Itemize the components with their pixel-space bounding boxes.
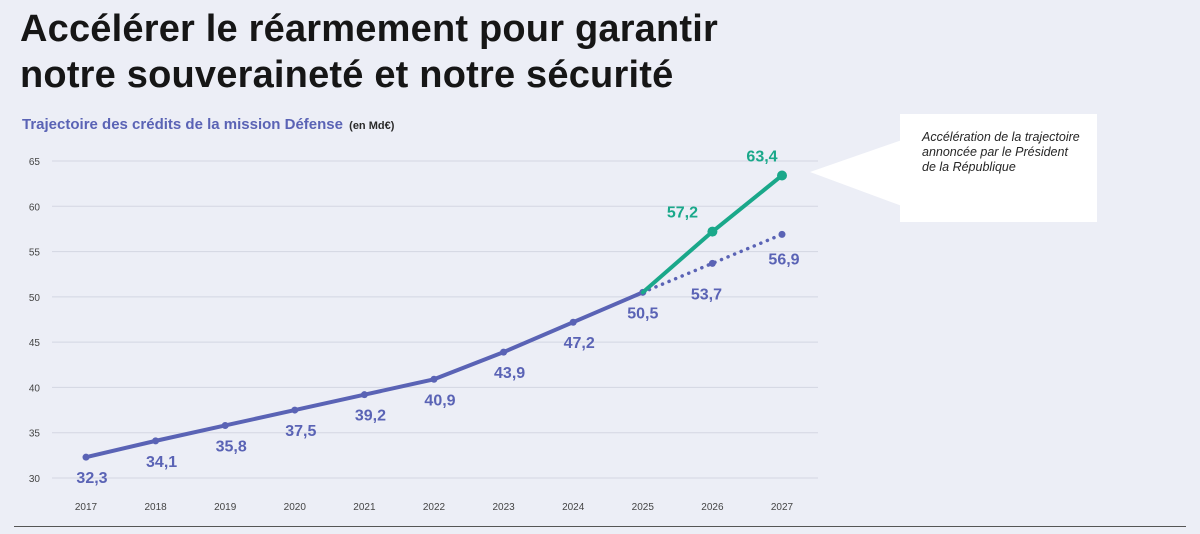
data-point-base <box>221 421 229 429</box>
annotation-text: Accélération de la trajectoire annoncée … <box>922 130 1080 174</box>
annotation-callout: Accélération de la trajectoire annoncée … <box>900 114 1097 222</box>
y-tick-label: 65 <box>29 157 41 168</box>
x-tick-label: 2018 <box>144 502 167 513</box>
data-point-base <box>82 453 90 461</box>
y-tick-label: 30 <box>29 474 41 485</box>
page-title: Accélérer le réarmement pour garantir no… <box>20 6 718 98</box>
x-tick-label: 2024 <box>562 502 585 513</box>
data-point-base <box>430 375 438 383</box>
bottom-divider <box>14 526 1186 527</box>
y-tick-label: 35 <box>29 429 41 440</box>
title-line-2: notre souveraineté et notre sécurité <box>20 54 674 96</box>
data-point-base <box>291 406 299 414</box>
x-tick-label: 2017 <box>75 502 98 513</box>
data-label-base: 34,1 <box>146 454 177 471</box>
data-point-accelerated <box>707 226 718 237</box>
data-label-base: 50,5 <box>627 305 658 322</box>
data-label-accelerated: 63,4 <box>746 148 777 165</box>
data-point-base <box>360 391 368 399</box>
data-label-previous-trajectory: 53,7 <box>691 286 722 303</box>
y-tick-label: 40 <box>29 383 41 394</box>
x-tick-label: 2020 <box>284 502 307 513</box>
data-label-base: 43,9 <box>494 365 525 382</box>
data-label-base: 47,2 <box>564 335 595 352</box>
data-point-base <box>569 318 577 326</box>
x-tick-label: 2021 <box>353 502 376 513</box>
data-label-base: 37,5 <box>285 423 316 440</box>
data-point-accelerated <box>777 170 787 181</box>
data-label-accelerated: 57,2 <box>667 205 698 222</box>
data-label-base: 35,8 <box>216 438 247 455</box>
x-tick-label: 2027 <box>771 502 794 513</box>
data-point-base <box>500 348 508 356</box>
x-tick-label: 2022 <box>423 502 446 513</box>
data-label-base: 32,3 <box>76 470 107 487</box>
data-label-base: 40,9 <box>424 392 455 409</box>
y-tick-label: 50 <box>29 293 41 304</box>
y-tick-label: 60 <box>29 202 41 213</box>
data-label-base: 39,2 <box>355 408 386 425</box>
callout-pointer <box>810 140 902 206</box>
data-label-previous-trajectory: 56,9 <box>768 251 799 268</box>
chart-unit: (en Md€) <box>349 120 395 132</box>
data-point-previous-trajectory <box>778 230 786 238</box>
y-tick-label: 55 <box>29 248 41 259</box>
x-tick-label: 2019 <box>214 502 237 513</box>
x-tick-label: 2026 <box>701 502 724 513</box>
title-line-1: Accélérer le réarmement pour garantir <box>20 8 719 50</box>
x-tick-label: 2025 <box>632 502 655 513</box>
chart-subtitle-text: Trajectoire des crédits de la mission Dé… <box>22 116 343 133</box>
x-tick-label: 2023 <box>492 502 515 513</box>
y-tick-label: 45 <box>29 338 41 349</box>
chart-subtitle: Trajectoire des crédits de la mission Dé… <box>22 116 394 133</box>
data-point-base <box>152 437 160 445</box>
data-point-previous-trajectory <box>708 259 716 267</box>
